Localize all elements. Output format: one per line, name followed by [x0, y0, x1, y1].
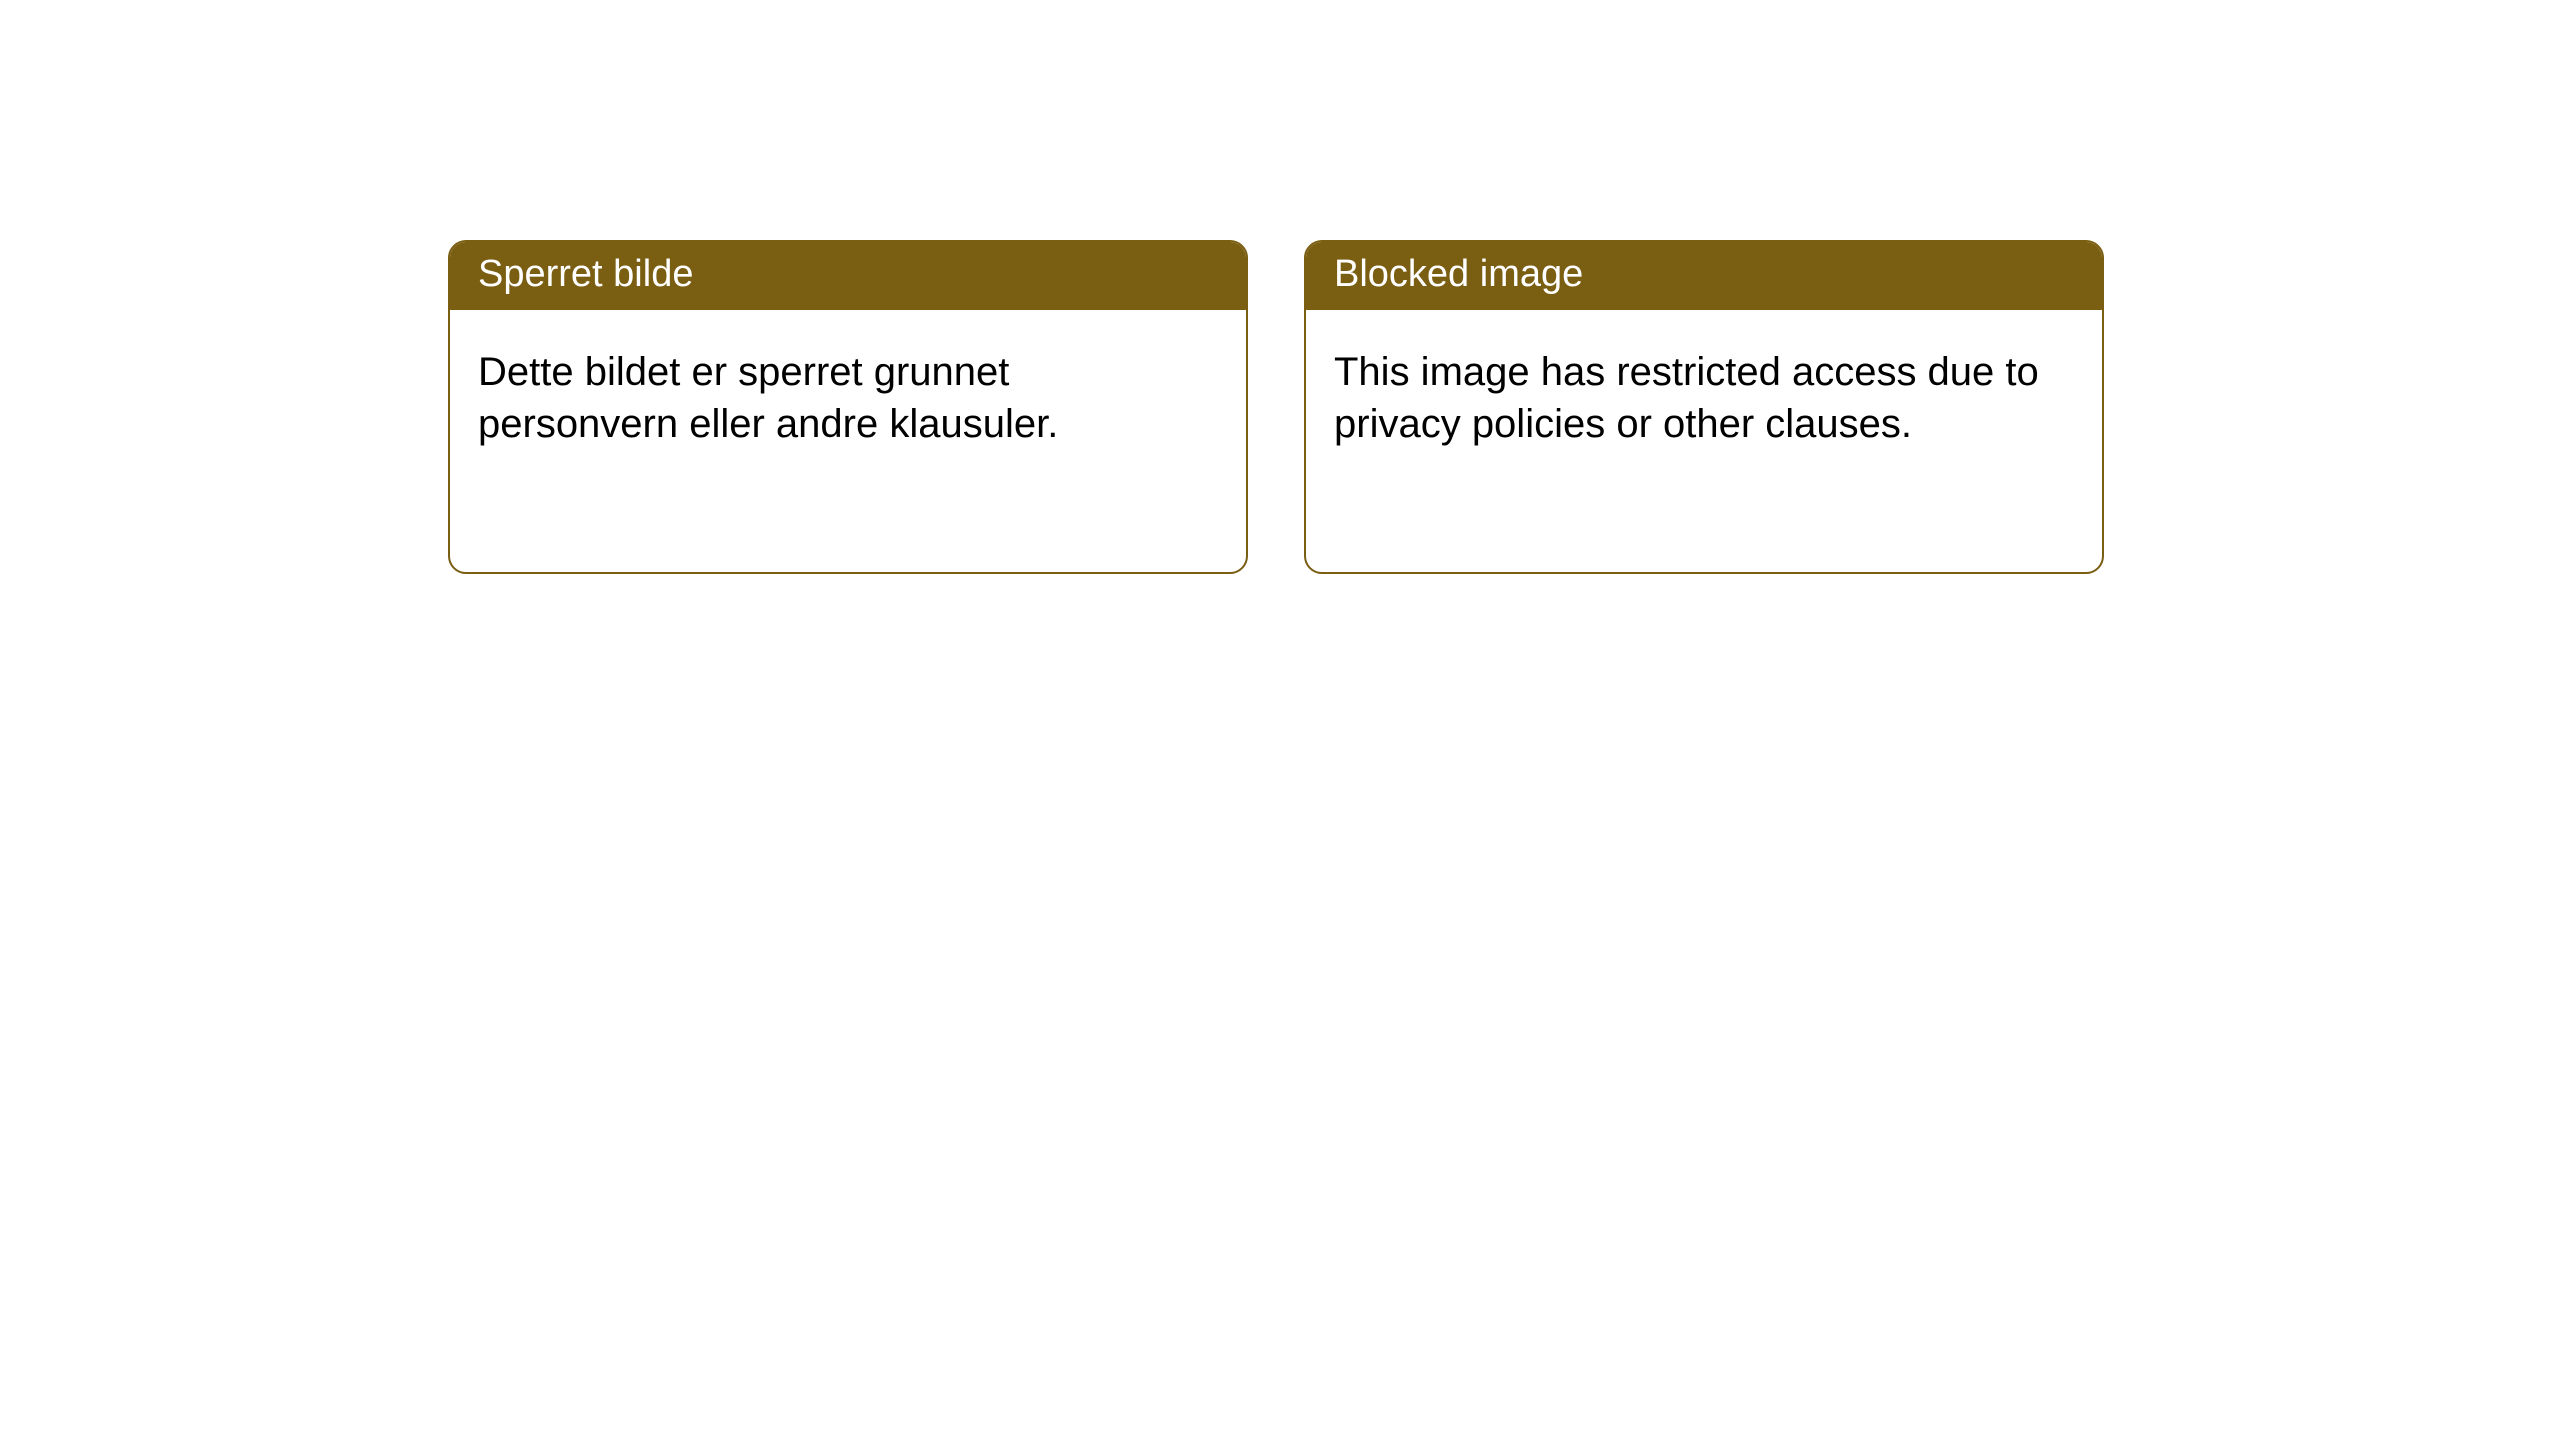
blocked-image-card-no: Sperret bilde Dette bildet er sperret gr… — [448, 240, 1248, 574]
card-body-en: This image has restricted access due to … — [1306, 310, 2102, 486]
card-body-no: Dette bildet er sperret grunnet personve… — [450, 310, 1246, 486]
card-header-en: Blocked image — [1306, 242, 2102, 310]
card-title-en: Blocked image — [1334, 253, 1583, 295]
card-title-no: Sperret bilde — [478, 253, 693, 295]
blocked-image-cards: Sperret bilde Dette bildet er sperret gr… — [448, 240, 2104, 574]
blocked-image-card-en: Blocked image This image has restricted … — [1304, 240, 2104, 574]
card-text-no: Dette bildet er sperret grunnet personve… — [478, 350, 1058, 446]
card-header-no: Sperret bilde — [450, 242, 1246, 310]
card-text-en: This image has restricted access due to … — [1334, 350, 2039, 446]
